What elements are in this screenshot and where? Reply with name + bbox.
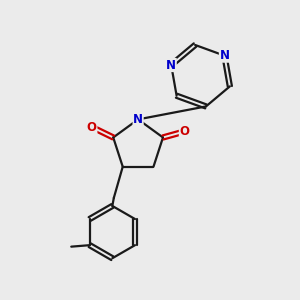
Text: N: N [166, 58, 176, 71]
Text: N: N [133, 113, 143, 126]
Text: O: O [87, 121, 97, 134]
Text: O: O [179, 125, 189, 138]
Text: N: N [219, 49, 230, 62]
